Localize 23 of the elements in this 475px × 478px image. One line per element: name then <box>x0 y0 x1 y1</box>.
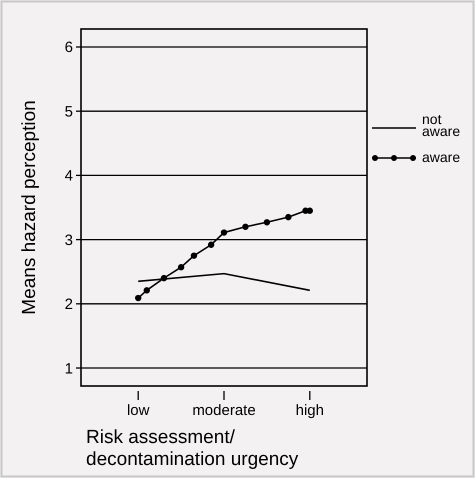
y-tick-label: 6 <box>64 39 73 56</box>
point <box>208 242 214 248</box>
x-tick-label: low <box>126 402 150 419</box>
point <box>285 214 292 220</box>
point <box>135 294 142 302</box>
y-tick-label: 5 <box>64 103 73 120</box>
x-tick-label: moderate <box>192 402 256 419</box>
point <box>242 224 249 230</box>
y-tick-label: 1 <box>64 360 73 378</box>
legend-label: aware <box>422 149 460 165</box>
point <box>144 287 150 294</box>
point <box>220 229 228 236</box>
x-tick-label: high <box>296 402 324 419</box>
legend-label: not aware <box>422 111 460 139</box>
point <box>264 219 270 226</box>
y-axis-title: Means hazard perception <box>19 100 40 315</box>
y-tick-label: 2 <box>64 296 73 314</box>
y-tick-label: 3 <box>64 232 73 249</box>
y-tick-label: 4 <box>64 168 73 185</box>
point <box>178 264 184 270</box>
point <box>190 252 198 259</box>
x-axis-title: Risk assessment/ decontamination urgency <box>86 427 299 470</box>
point <box>160 274 168 282</box>
